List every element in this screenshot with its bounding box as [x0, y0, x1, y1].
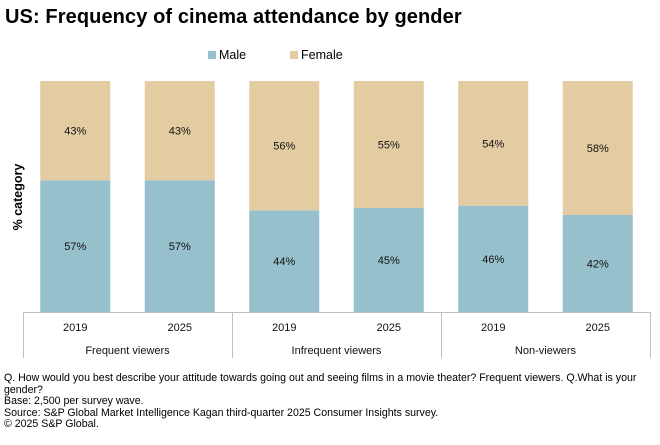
note-question: Q. How would you best describe your atti… [4, 372, 637, 396]
bar-male [562, 214, 633, 312]
data-label-male: 42% [587, 258, 609, 270]
bar-female [458, 81, 529, 206]
legend-swatch-female [290, 51, 298, 59]
bar-female [144, 81, 215, 181]
data-label-male: 46% [482, 254, 504, 266]
bar-male [249, 210, 320, 312]
data-label-male: 57% [64, 241, 86, 253]
bar-male [40, 180, 111, 312]
x-tick-label: 2025 [377, 322, 401, 334]
data-label-male: 57% [169, 241, 191, 253]
legend-swatch-male [208, 51, 216, 59]
chart-notes: Q. How would you best describe your atti… [4, 372, 660, 431]
x-group-label: Infrequent viewers [292, 345, 382, 357]
x-group-label: Frequent viewers [85, 345, 170, 357]
x-tick-label: 2019 [272, 322, 296, 334]
bar-male [458, 205, 529, 312]
data-label-female: 55% [378, 140, 400, 152]
bar-male [353, 208, 424, 312]
legend: Male Female [0, 48, 660, 64]
x-tick-label: 2025 [168, 322, 192, 334]
legend-label-male: Male [219, 48, 247, 62]
legend-item-male: Male [208, 48, 246, 62]
data-label-female: 56% [273, 141, 295, 153]
chart-title: US: Frequency of cinema attendance by ge… [5, 6, 462, 28]
note-source: Source: S&P Global Market Intelligence K… [4, 406, 439, 419]
data-label-female: 54% [482, 138, 504, 150]
data-label-female: 43% [64, 126, 86, 138]
x-tick-label: 2025 [586, 322, 610, 334]
data-label-male: 45% [378, 255, 400, 267]
note-copyright: © 2025 S&P Global. [4, 418, 99, 431]
data-label-female: 43% [169, 126, 191, 138]
bar-female [353, 81, 424, 209]
legend-label-female: Female [301, 48, 343, 62]
x-group-label: Non-viewers [515, 345, 577, 357]
bar-female [40, 81, 111, 181]
legend-item-female: Female [290, 48, 343, 62]
x-tick-label: 2019 [481, 322, 505, 334]
bar-male [144, 180, 215, 312]
data-label-male: 44% [273, 256, 295, 268]
note-base: Base: 2,500 per survey wave. [4, 395, 144, 408]
x-tick-label: 2019 [63, 322, 87, 334]
bar-female [249, 81, 320, 211]
bar-female [562, 81, 633, 215]
data-label-female: 58% [587, 143, 609, 155]
y-axis-label: % category [11, 163, 25, 231]
